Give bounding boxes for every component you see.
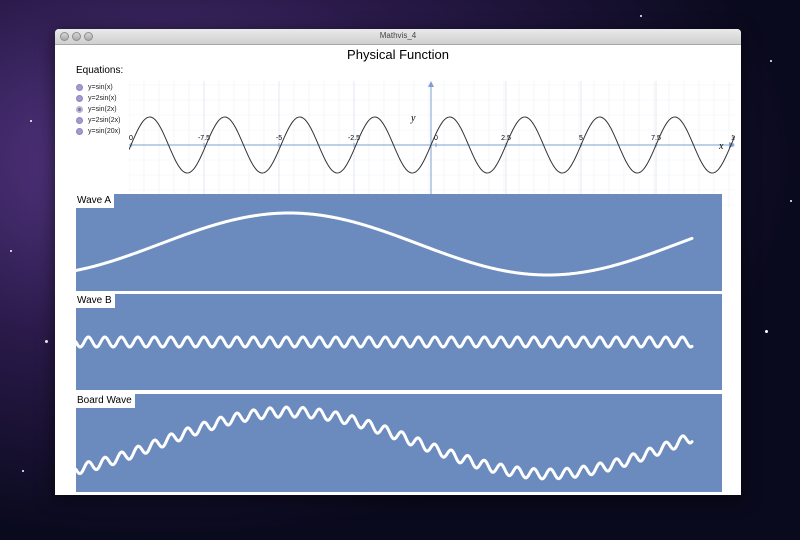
wave-b-panel: Wave B xyxy=(76,294,722,390)
x-tick-label: -2.5 xyxy=(348,135,360,142)
close-button[interactable] xyxy=(60,32,69,41)
x-tick-label: -5 xyxy=(276,135,282,142)
x-tick-label: -7.5 xyxy=(198,135,210,142)
page-title: Physical Function xyxy=(347,47,449,62)
star xyxy=(790,200,792,202)
star xyxy=(770,60,772,62)
equation-option[interactable]: y=2sin(2x) xyxy=(76,115,120,126)
radio-button[interactable] xyxy=(76,95,83,102)
wave-a-label: Wave A xyxy=(76,194,115,208)
star xyxy=(765,330,768,333)
radio-button[interactable] xyxy=(76,117,83,124)
equation-list: y=sin(x) y=2sin(x) y=sin(2x) y=2sin(2x) … xyxy=(76,82,120,137)
zoom-button[interactable] xyxy=(84,32,93,41)
equation-label: y=sin(x) xyxy=(88,84,113,91)
x-tick-label: 1 xyxy=(731,135,735,142)
radio-button-selected[interactable] xyxy=(76,106,83,113)
main-content: Physical Function Equations: y=sin(x) y=… xyxy=(55,45,741,495)
star xyxy=(45,340,48,343)
x-tick-label: 0 xyxy=(129,135,133,142)
equations-title: Equations: xyxy=(76,65,124,76)
radio-button[interactable] xyxy=(76,128,83,135)
equation-option[interactable]: y=sin(x) xyxy=(76,82,120,93)
wave-b-plot xyxy=(76,335,694,349)
wave-b-label: Wave B xyxy=(76,294,115,308)
wave-a-plot xyxy=(76,211,694,277)
x-tick-label: 0 xyxy=(434,135,438,142)
minimize-button[interactable] xyxy=(72,32,81,41)
equation-label: y=2sin(2x) xyxy=(88,117,121,124)
wave-a-curve xyxy=(76,211,694,277)
wave-a-panel: Wave A xyxy=(76,194,722,291)
title-bar[interactable]: Mathvis_4 xyxy=(55,29,741,45)
equation-option[interactable]: y=2sin(x) xyxy=(76,93,120,104)
y-axis-arrow xyxy=(428,81,434,87)
wave-b-curve xyxy=(76,335,694,349)
x-tick-label: 5 xyxy=(579,135,583,142)
board-wave-label: Board Wave xyxy=(76,394,135,408)
star xyxy=(30,120,32,122)
equation-label: y=sin(2x) xyxy=(88,106,117,113)
app-window: Mathvis_4 Physical Function Equations: y… xyxy=(55,29,741,495)
radio-button[interactable] xyxy=(76,84,83,91)
function-curve xyxy=(129,116,735,174)
x-axis-label: x xyxy=(718,141,724,152)
star xyxy=(10,250,12,252)
equation-option[interactable]: y=sin(2x) xyxy=(76,104,120,115)
equation-label: y=sin(20x) xyxy=(88,128,121,135)
board-wave-curve xyxy=(76,405,694,481)
x-tick-label: 2.5 xyxy=(501,135,511,142)
board-wave-panel: Board Wave xyxy=(76,394,722,492)
function-graph: 0 -7.5 -5 -2.5 0 2.5 5 7.5 1 y x xyxy=(129,81,735,209)
star xyxy=(640,15,642,17)
x-tick-label: 7.5 xyxy=(651,135,661,142)
board-wave-plot xyxy=(76,405,694,481)
y-axis-label: y xyxy=(410,113,416,124)
star xyxy=(22,470,24,472)
equation-label: y=2sin(x) xyxy=(88,95,117,102)
equation-option[interactable]: y=sin(20x) xyxy=(76,126,120,137)
window-title: Mathvis_4 xyxy=(379,31,417,40)
